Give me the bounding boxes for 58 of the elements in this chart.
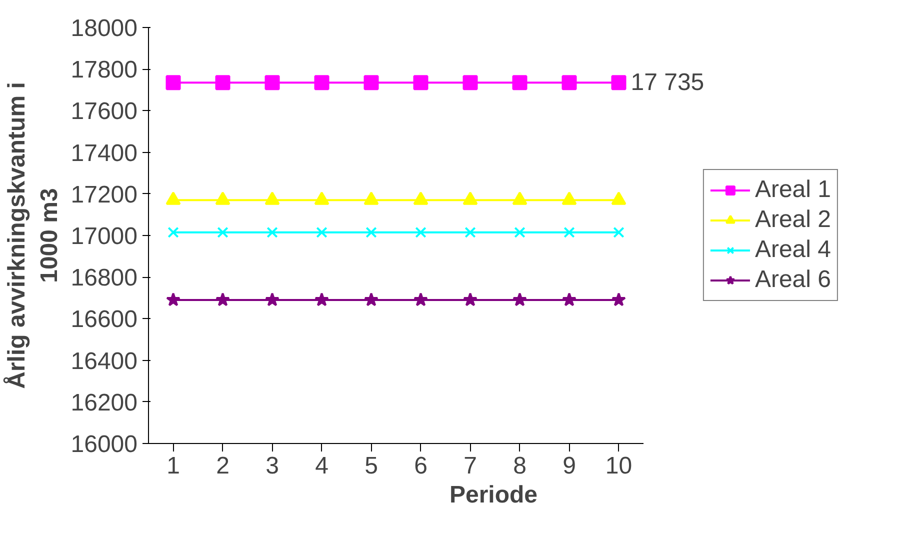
x-tick-label: 2	[216, 452, 230, 480]
point	[168, 226, 179, 238]
point	[512, 292, 527, 306]
point	[314, 75, 330, 90]
point	[512, 75, 528, 90]
point	[266, 226, 278, 238]
y-tick-label: 17600	[70, 98, 138, 126]
point	[514, 226, 526, 238]
point	[413, 75, 428, 90]
y-tick-label: 17400	[70, 140, 138, 167]
y-tick-label: 16800	[70, 264, 138, 292]
point	[462, 75, 478, 90]
y-tick-label: 17800	[70, 56, 138, 84]
point	[415, 226, 426, 238]
y-tick-label: 18000	[70, 15, 138, 42]
point	[611, 75, 626, 90]
x-tick-label: 7	[464, 452, 477, 480]
legend-label: Areal 4	[754, 236, 831, 264]
point	[316, 226, 328, 238]
annotation: 17 735	[630, 69, 704, 96]
y-tick-label: 17000	[70, 223, 138, 250]
x-tick-label: 5	[364, 452, 378, 480]
point	[364, 75, 379, 90]
point	[364, 292, 378, 306]
point	[414, 292, 428, 306]
y-tick-label: 16000	[70, 431, 138, 458]
point	[562, 292, 576, 306]
point	[464, 226, 476, 238]
x-tick-label: 4	[315, 452, 328, 480]
point	[166, 75, 181, 90]
x-tick-label: 9	[562, 452, 576, 480]
point	[166, 292, 180, 306]
x-tick-label: 3	[266, 452, 279, 480]
point	[366, 226, 377, 238]
y-tick-label: 16400	[70, 348, 138, 375]
y-tick-label: 16200	[70, 389, 138, 416]
y-tick-label: 16600	[70, 306, 138, 334]
point	[265, 292, 280, 306]
point	[264, 75, 280, 90]
y-tick-label: 17200	[70, 181, 138, 208]
legend-label: Areal 2	[754, 206, 831, 234]
point	[562, 75, 577, 90]
point	[217, 226, 228, 238]
point	[463, 292, 478, 306]
point	[612, 292, 626, 306]
point	[564, 226, 575, 238]
point	[314, 292, 329, 306]
point	[613, 226, 624, 238]
x-tick-label: 6	[414, 452, 428, 480]
x-tick-label: 8	[513, 452, 526, 480]
x-axis-title: Periode	[449, 482, 538, 508]
x-tick-label: 10	[605, 452, 632, 480]
point	[216, 292, 230, 306]
legend-label: Areal 1	[754, 176, 831, 204]
y-axis-title: Årlig avvirkningskvantum i 1000 m3	[2, 82, 63, 389]
legend-label: Areal 6	[754, 266, 831, 294]
point	[215, 75, 230, 90]
x-tick-label: 1	[166, 452, 180, 480]
